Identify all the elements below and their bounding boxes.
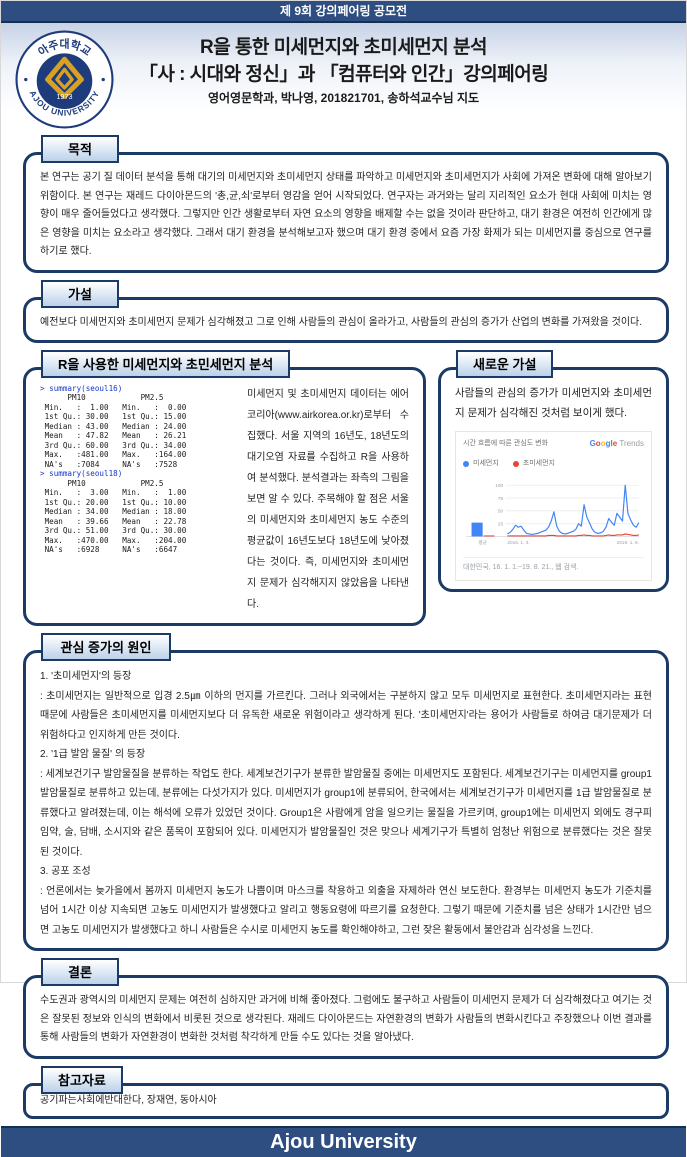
svg-text:25: 25 [498, 521, 504, 526]
svg-text:50: 50 [498, 508, 504, 513]
section-causes-box: 1. '초미세먼지'의 등장 : 초미세먼지는 일반적으로 입경 2.5㎛ 이하… [23, 650, 669, 951]
trends-chart-title: 시간 흐름에 따른 관심도 변화 [463, 439, 549, 447]
references-text: 공기파는사회에반대한다, 장재연, 동아시아 [40, 1094, 217, 1106]
google-trends-widget: 시간 흐름에 따른 관심도 변화 Google Trends 미세먼지 초미세먼지… [455, 430, 652, 581]
svg-text:2019. 1. 6.: 2019. 1. 6. [617, 540, 639, 545]
legend-dot-icon [463, 461, 469, 468]
competition-banner-text: 제 9회 강의페어링 공모전 [279, 4, 408, 18]
svg-text:100: 100 [495, 483, 503, 488]
section-hypothesis-label: 가설 [41, 279, 119, 308]
trends-legend: 미세먼지 초미세먼지 [463, 458, 644, 471]
google-trends-logo: Google Trends [590, 437, 644, 452]
svg-text:2016. 1. 3.: 2016. 1. 3. [507, 540, 529, 545]
section-purpose: 목적 본 연구는 공기 질 데이터 분석을 통해 대기의 미세먼지와 초미세먼지… [23, 135, 669, 273]
section-references-label: 참고자료 [41, 1065, 123, 1094]
section-r-analysis-label: R을 사용한 미세먼지와 초민세먼지 분석 [41, 350, 291, 378]
section-r-analysis: R을 사용한 미세먼지와 초민세먼지 분석 > summary(seoul16)… [23, 350, 426, 626]
competition-banner: 제 9회 강의페어링 공모전 [1, 1, 686, 23]
cause-1-title: 1. '초미세먼지'의 등장 [40, 671, 132, 682]
poster-title-line1: R을 통한 미세먼지와 초미세먼지 분석 [199, 37, 488, 58]
section-conclusion-box: 수도권과 광역시의 미세먼지 문제는 여전히 심하지만 과거에 비해 좋아졌다.… [23, 975, 669, 1059]
r-summary-seoul16: PM10 PM2.5 Min. : 1.00 Min. : 0.00 1st Q… [44, 393, 187, 469]
university-footer-text: Ajou University [270, 1131, 417, 1153]
poster-title-line2: 「사 : 시대와 정신」과 「컴퓨터와 인간」강의페어링 [138, 64, 549, 85]
svg-text:평균: 평균 [478, 539, 487, 545]
r-analysis-description: 미세먼지 및 초미세먼지 데이터는 에어코리아(www.airkorea.or.… [247, 389, 409, 610]
section-references: 참고자료 공기파는사회에반대한다, 장재연, 동아시아 [23, 1065, 669, 1119]
svg-text:1973: 1973 [57, 93, 73, 101]
section-hypothesis-box: 예전보다 미세먼지와 초미세먼지 문제가 심각해졌고 그로 인해 사람들의 관심… [23, 296, 669, 343]
section-new-hypothesis: 새로운 가설 사람들의 관심의 증가가 미세먼지와 초미세먼지 문제가 심각해진… [438, 350, 669, 592]
university-footer: Ajou University [1, 1126, 686, 1157]
trends-footnote: 대한민국, 16. 1. 1.~19. 8. 21., 웹 검색. [463, 556, 644, 577]
section-conclusion-label: 결론 [41, 958, 119, 986]
section-new-hypothesis-label: 새로운 가설 [456, 350, 554, 378]
section-causes: 관심 증가의 원인 1. '초미세먼지'의 등장 : 초미세먼지는 일반적으로 … [23, 633, 669, 951]
trends-legend-item: 초미세먼지 [512, 458, 555, 471]
r-prompt-seoul16: > summary(seoul16) [40, 384, 123, 393]
cause-3-body: : 언론에서는 늦가을에서 봄까지 미세먼지 농도가 나쁨이며 마스크를 착용하… [40, 885, 652, 936]
section-hypothesis: 가설 예전보다 미세먼지와 초미세먼지 문제가 심각해졌고 그로 인해 사람들의… [23, 279, 669, 343]
legend-dot-icon [512, 461, 519, 468]
r-prompt-seoul18: > summary(seoul18) [40, 469, 123, 479]
section-causes-label: 관심 증가의 원인 [41, 633, 171, 661]
poster-body: 목적 본 연구는 공기 질 데이터 분석을 통해 대기의 미세먼지와 초미세먼지… [1, 113, 686, 1126]
google-wordmark: Google [589, 438, 618, 448]
section-purpose-box: 본 연구는 공기 질 데이터 분석을 통해 대기의 미세먼지와 초미세먼지 상태… [23, 152, 669, 273]
poster-header: 아주대학교 AJOU UNIVERSITY 1973 R을 통한 미세먼지와 초… [1, 23, 686, 129]
cause-2-body: : 세계보건기구 발암물질을 분류하는 작업도 한다. 세계보건기구가 분류한 … [40, 768, 652, 858]
svg-text:75: 75 [498, 495, 504, 500]
analysis-row: R을 사용한 미세먼지와 초민세먼지 분석 > summary(seoul16)… [23, 350, 669, 626]
cause-3-title: 3. 공포 조성 [40, 866, 91, 877]
section-r-analysis-box: > summary(seoul16) PM10 PM2.5 Min. : 1.0… [23, 367, 426, 626]
r-summary-seoul18: PM10 PM2.5 Min. : 3.00 Min. : 1.00 1st Q… [44, 478, 187, 555]
section-purpose-label: 목적 [41, 135, 119, 163]
ajou-university-logo-icon: 아주대학교 AJOU UNIVERSITY 1973 [15, 30, 114, 129]
cause-1-body: : 초미세먼지는 일반적으로 입경 2.5㎛ 이하의 먼지를 가르킨다. 그러나… [40, 690, 652, 741]
section-new-hypothesis-box: 사람들의 관심의 증가가 미세먼지와 초미세먼지 문제가 심각해진 것처럼 보이… [438, 367, 669, 592]
svg-text:아주대학교: 아주대학교 [35, 37, 93, 59]
trends-legend-item: 미세먼지 [463, 458, 499, 471]
hypothesis-text: 예전보다 미세먼지와 초미세먼지 문제가 심각해졌고 그로 인해 사람들의 관심… [40, 316, 643, 328]
cause-2-title: 2. '1급 발암 물질' 의 등장 [40, 749, 146, 760]
r-console-output: > summary(seoul16) PM10 PM2.5 Min. : 1.0… [40, 384, 238, 615]
poster-author-line: 영어영문학과, 박나영, 201821701, 송하석교수님 지도 [207, 91, 480, 105]
trends-chart: 25 50 75 100 평균 2016. 1. 3. 2019. 1. 6. [463, 475, 644, 555]
conclusion-text: 수도권과 광역시의 미세먼지 문제는 여전히 심하지만 과거에 비해 좋아졌다.… [40, 995, 652, 1043]
section-conclusion: 결론 수도권과 광역시의 미세먼지 문제는 여전히 심하지만 과거에 비해 좋아… [23, 958, 669, 1059]
purpose-text: 본 연구는 공기 질 데이터 분석을 통해 대기의 미세먼지와 초미세먼지 상태… [40, 172, 652, 257]
new-hypothesis-text: 사람들의 관심의 증가가 미세먼지와 초미세먼지 문제가 심각해진 것처럼 보이… [455, 387, 652, 419]
trends-wordmark: Trends [619, 438, 644, 448]
poster-titles: R을 통한 미세먼지와 초미세먼지 분석 「사 : 시대와 정신」과 「컴퓨터와… [1, 23, 686, 106]
